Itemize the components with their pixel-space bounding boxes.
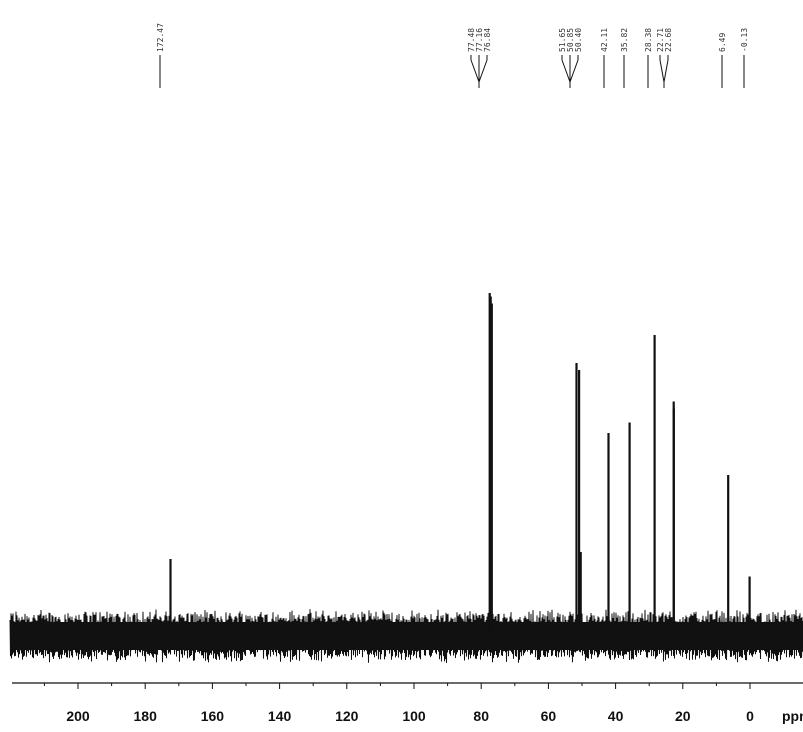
peak-label-10: 22.71	[656, 28, 665, 52]
peak-label-5: 50.85	[566, 28, 575, 52]
peak-connector-1	[470, 59, 480, 83]
peak-label-4: 51.65	[558, 28, 567, 52]
peak-connector-10	[659, 59, 665, 83]
x-tick-label-20: 20	[675, 708, 691, 724]
x-tick-label-80: 80	[473, 708, 489, 724]
peak-label-13: -0.13	[740, 28, 749, 52]
baseline-noise	[9, 609, 803, 664]
peak-label-11: 22.68	[664, 28, 673, 52]
peak-connector-6	[569, 59, 579, 83]
peak-label-2: 77.16	[475, 28, 484, 52]
peak-connector-11	[663, 59, 669, 83]
x-tick-label-160: 160	[201, 708, 225, 724]
x-tick-label-40: 40	[608, 708, 624, 724]
peak-label-0: 172.47	[156, 23, 165, 52]
x-axis: 200 180 160 140 120 100 80 60 40 20 0	[12, 682, 803, 724]
x-tick-label-200: 200	[66, 708, 90, 724]
peak-lines	[169, 293, 751, 636]
peak-label-6: 50.40	[574, 28, 583, 52]
x-tick-label-180: 180	[134, 708, 158, 724]
peak-label-9: 28.38	[644, 28, 653, 52]
x-tick-label-140: 140	[268, 708, 292, 724]
peak-label-8: 35.82	[620, 28, 629, 52]
x-tick-label-0: 0	[746, 708, 754, 724]
peak-label-3: 76.84	[483, 28, 492, 52]
noise-band	[10, 622, 803, 650]
peak-label-7: 42.11	[600, 28, 609, 52]
peak-connector-4	[561, 59, 571, 83]
x-tick-label-60: 60	[541, 708, 557, 724]
peak-labels: 172.47 77.48 77.16 76.84 51.65 50.85 50.40 42.1…	[156, 23, 749, 88]
x-axis-unit-label: ppm	[782, 708, 803, 724]
x-tick-label-100: 100	[402, 708, 426, 724]
peak-connector-3	[478, 59, 488, 83]
peak-label-12: 6.49	[718, 33, 727, 52]
peak-label-1: 77.48	[467, 28, 476, 52]
x-tick-label-120: 120	[335, 708, 359, 724]
